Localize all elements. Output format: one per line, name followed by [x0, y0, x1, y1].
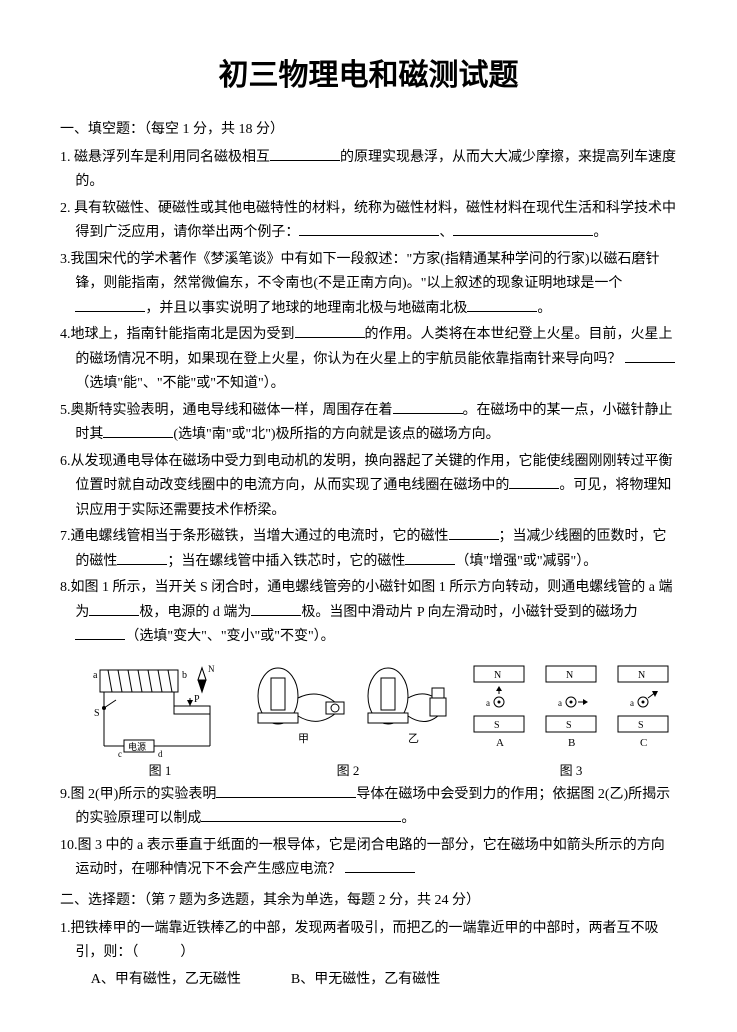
fig1-d-label: d: [158, 749, 163, 758]
s2-q1-optB: B、甲无磁性，乙有磁性: [291, 968, 440, 993]
fig1-S-label: S: [94, 708, 100, 719]
blank: [270, 147, 340, 161]
s2-q1: 1.把铁棒甲的一端靠近铁棒乙的中部，发现两者吸引，而把乙的一端靠近甲的中部时，两…: [60, 917, 677, 966]
q10: 10.图 3 中的 a 表示垂直于纸面的一根导体，它是闭合电路的一部分，它在磁场…: [60, 834, 677, 883]
q7: 7.通电螺线管相当于条形磁铁，当增大通过的电流时，它的磁性；当减少线圈的匝数时，…: [60, 525, 677, 574]
q8-text-d: （选填"变大"、"变小"或"不变"）。: [125, 629, 334, 644]
blank: [625, 349, 675, 363]
q8-text-c: 极。当图中滑动片 P 向左滑动时，小磁针受到的磁场力: [301, 605, 637, 620]
q8: 8.如图 1 所示，当开关 S 闭合时，通电螺线管旁的小磁针如图 1 所示方向转…: [60, 576, 677, 650]
q4-text-c: （选填"能"、"不能"或"不知道"）。: [75, 376, 284, 391]
blank: [405, 551, 455, 565]
fig3-S-B: S: [566, 720, 572, 731]
fig1-P-label: P: [194, 694, 200, 705]
q4: 4.地球上，指南针能指南北是因为受到的作用。人类将在本世纪登上火星。目前，火星上…: [60, 323, 677, 397]
fig1-b-label: b: [182, 670, 187, 681]
s2-q1-optA: A、甲有磁性，乙无磁性: [91, 968, 241, 993]
q3-text-a: 3.我国宋代的学术著作《梦溪笔谈》中有如下一段叙述："方家(指精通某种学问的行家…: [60, 252, 660, 292]
fig3-N-A: N: [494, 670, 501, 681]
fig1-source-label: 电源: [128, 741, 146, 752]
q9-text-c: 。: [401, 811, 415, 826]
q5: 5.奥斯特实验表明，通电导线和磁体一样，周围存在着。在磁场中的某一点，小磁针静止…: [60, 399, 677, 448]
fig3-N-B: N: [566, 670, 573, 681]
q9-text-a: 9.图 2(甲)所示的实验表明: [60, 787, 216, 802]
blank: [75, 627, 125, 641]
q2-sep: 、: [439, 225, 453, 240]
q8-text-b: 极，电源的 d 端为: [139, 605, 251, 620]
s2-q1-text: 1.把铁棒甲的一端靠近铁棒乙的中部，发现两者吸引，而把乙的一端靠近甲的中部时，两…: [60, 921, 659, 961]
fig1-caption: 图 1: [149, 760, 172, 779]
blank: [393, 400, 463, 414]
q2: 2. 具有软磁性、硬磁性或其他电磁特性的材料，统称为磁性材料，磁性材料在现代生活…: [60, 197, 677, 246]
fig3-S-A: S: [494, 720, 500, 731]
blank: [103, 425, 173, 439]
fig3-A-label: A: [496, 737, 504, 749]
q5-text-c: (选填"南"或"北")极所指的方向就是该点的磁场方向。: [173, 427, 499, 442]
q7-text-a: 7.通电螺线管相当于条形磁铁，当增大通过的电流时，它的磁性: [60, 529, 449, 544]
fig1-N-label: N: [208, 664, 215, 674]
blank: [295, 325, 365, 339]
fig3-N-C: N: [638, 670, 645, 681]
blank: [201, 809, 401, 823]
figure-3-svg: N a S A N a: [466, 658, 676, 758]
figure-3: N a S A N a: [466, 658, 676, 779]
fig3-C-label: C: [640, 737, 647, 749]
fig2-caption: 图 2: [337, 760, 360, 779]
fig3-a-A: a: [486, 698, 490, 708]
fig3-a-B: a: [558, 698, 562, 708]
q5-text-a: 5.奥斯特实验表明，通电导线和磁体一样，周围存在着: [60, 403, 393, 418]
figure-2-svg: 甲 乙: [248, 658, 448, 758]
blank: [345, 860, 415, 874]
figure-1-svg: a b N S 电源: [90, 658, 230, 758]
exam-page: 初三物理电和磁测试题 一、填空题：（每空 1 分，共 18 分） 1. 磁悬浮列…: [0, 0, 737, 1032]
fig3-a-C: a: [630, 698, 634, 708]
q3: 3.我国宋代的学术著作《梦溪笔谈》中有如下一段叙述："方家(指精通某种学问的行家…: [60, 248, 677, 322]
fig3-B-label: B: [568, 737, 575, 749]
q3-text-b: ，并且以事实说明了地球的地理南北极与地磁南北极: [145, 301, 467, 316]
blank: [75, 298, 145, 312]
q1-text-a: 1. 磁悬浮列车是利用同名磁极相互: [60, 150, 270, 165]
q7-text-d: （填"增强"或"减弱"）。: [455, 554, 597, 569]
q6: 6.从发现通电导体在磁场中受力到电动机的发明，换向器起了关键的作用，它能使线圈刚…: [60, 450, 677, 524]
fig3-S-C: S: [638, 720, 644, 731]
fig1-a-label: a: [93, 670, 98, 681]
fig2-jia-label: 甲: [298, 733, 309, 745]
blank: [509, 476, 559, 490]
figure-2: 甲 乙 图 2: [248, 658, 448, 779]
q3-text-c: 。: [537, 301, 551, 316]
blank: [216, 784, 356, 798]
q1: 1. 磁悬浮列车是利用同名磁极相互的原理实现悬浮，从而大大减少摩擦，来提高列车速…: [60, 146, 677, 195]
blank: [449, 527, 499, 541]
blank: [453, 223, 593, 237]
q4-text-a: 4.地球上，指南针能指南北是因为受到: [60, 327, 295, 342]
blank: [251, 602, 301, 616]
q7-text-c: ；当在螺线管中插入铁芯时，它的磁性: [167, 554, 405, 569]
fig3-caption: 图 3: [560, 760, 583, 779]
q9: 9.图 2(甲)所示的实验表明导体在磁场中会受到力的作用；依据图 2(乙)所揭示…: [60, 783, 677, 832]
blank: [89, 602, 139, 616]
blank: [467, 298, 537, 312]
figures-row: a b N S 电源: [90, 658, 677, 779]
section1-header: 一、填空题：（每空 1 分，共 18 分）: [60, 118, 677, 142]
figure-1: a b N S 电源: [90, 658, 230, 779]
q2-end: 。: [593, 225, 607, 240]
blank: [299, 223, 439, 237]
page-title: 初三物理电和磁测试题: [60, 50, 677, 94]
blank: [117, 551, 167, 565]
fig1-c-label: c: [118, 749, 122, 758]
section2-header: 二、选择题：（第 7 题为多选题，其余为单选，每题 2 分，共 24 分）: [60, 889, 677, 913]
s2-q1-options: A、甲有磁性，乙无磁性 B、甲无磁性，乙有磁性: [60, 968, 677, 993]
fig2-yi-label: 乙: [408, 732, 419, 745]
